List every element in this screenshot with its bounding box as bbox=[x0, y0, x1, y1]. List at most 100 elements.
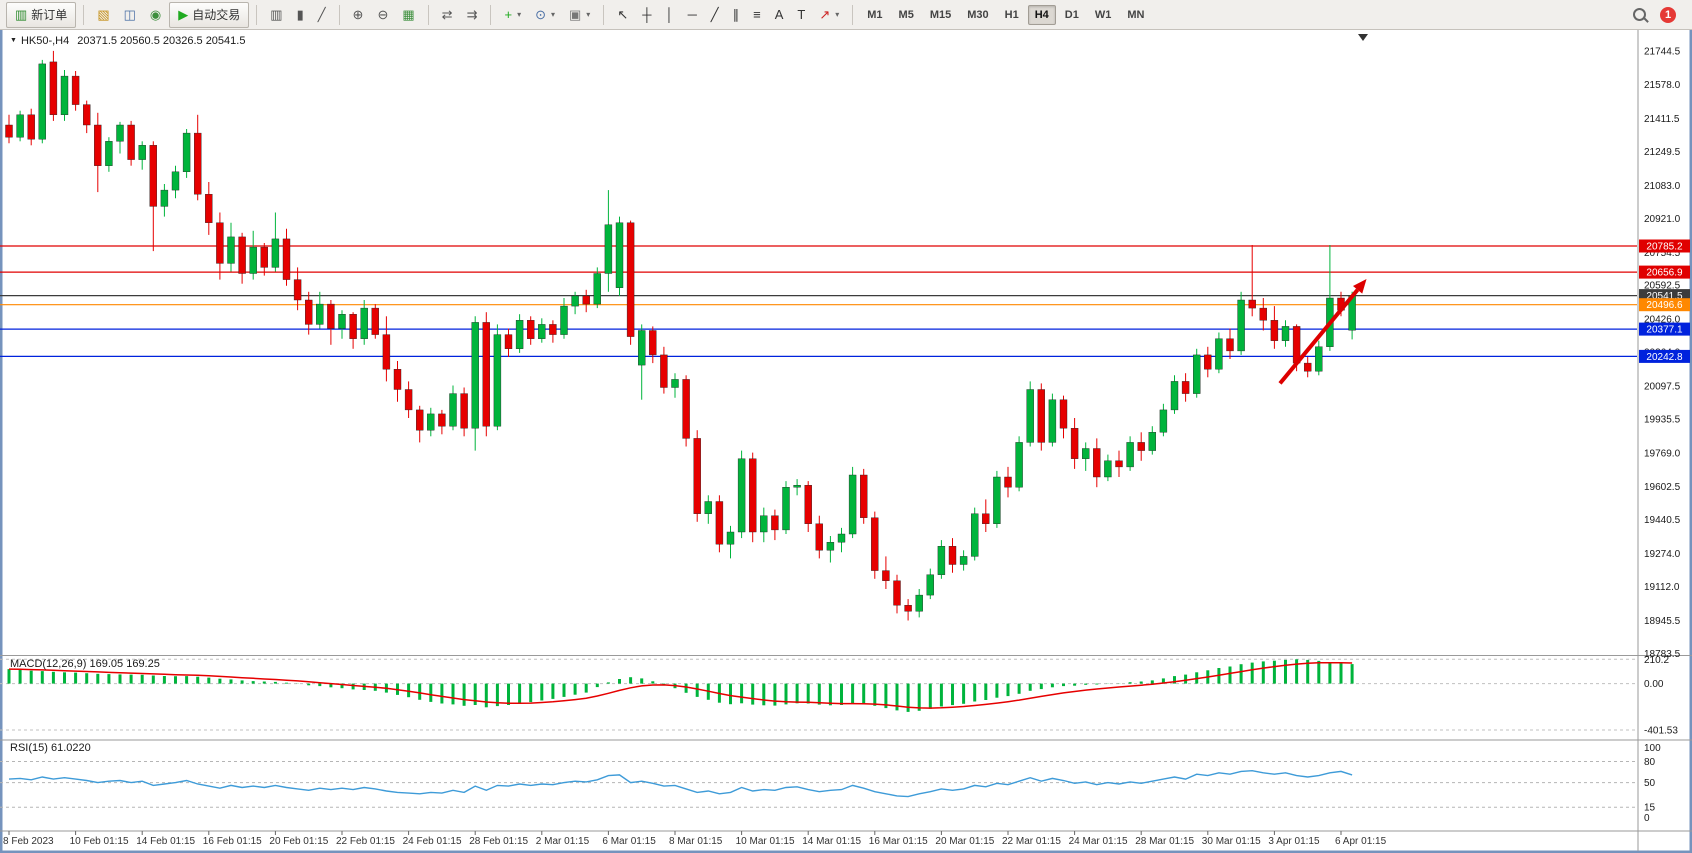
tile-windows-icon: ▦ bbox=[402, 7, 415, 22]
new-order-button[interactable]: ▥ 新订单 bbox=[6, 1, 77, 28]
svg-text:14 Feb 01:15: 14 Feb 01:15 bbox=[136, 836, 195, 847]
svg-text:20377.1: 20377.1 bbox=[1646, 325, 1683, 336]
trendline-button[interactable]: ╱ bbox=[705, 2, 725, 28]
crosshair-icon: ┼ bbox=[642, 7, 652, 22]
arrows-button[interactable]: ↗ ▾ bbox=[813, 2, 845, 28]
cursor-button[interactable]: ↖ bbox=[611, 2, 634, 28]
horizontal-line-button[interactable]: ─ bbox=[682, 2, 703, 28]
toolbar-separator bbox=[852, 4, 854, 25]
svg-text:19274.0: 19274.0 bbox=[1644, 549, 1681, 560]
collapse-icon[interactable]: ▼ bbox=[10, 37, 17, 44]
timeframe-m5[interactable]: M5 bbox=[898, 8, 914, 21]
toolbar-separator bbox=[256, 4, 258, 25]
svg-text:18783.5: 18783.5 bbox=[1644, 649, 1681, 660]
svg-text:20754.5: 20754.5 bbox=[1644, 248, 1681, 259]
profiles-button[interactable]: ◫ bbox=[118, 2, 142, 28]
channel-button[interactable]: ∥ bbox=[727, 2, 746, 28]
chart-shift-button[interactable]: ⇄ bbox=[436, 2, 459, 28]
vertical-line-icon: │ bbox=[665, 7, 674, 22]
fibonacci-button[interactable]: ≡ bbox=[747, 2, 767, 28]
rsi-panel bbox=[0, 761, 1637, 808]
new-chart-button[interactable]: ▧ bbox=[91, 2, 115, 28]
svg-text:3 Apr 01:15: 3 Apr 01:15 bbox=[1268, 836, 1320, 847]
svg-text:20097.5: 20097.5 bbox=[1644, 382, 1681, 393]
svg-text:21083.0: 21083.0 bbox=[1644, 181, 1681, 192]
chart-title: ▼ HK50-,H4 20371.5 20560.5 20326.5 20541.5 bbox=[10, 35, 245, 47]
trend-arrow[interactable] bbox=[1278, 279, 1367, 385]
new-order-icon: ▥ bbox=[15, 7, 28, 22]
label-button[interactable]: T bbox=[791, 2, 811, 28]
candle-chart-button[interactable]: ▮ bbox=[291, 2, 310, 28]
autotrading-button-label: 自动交易 bbox=[192, 8, 241, 22]
sounds-button[interactable]: ◉ bbox=[144, 2, 167, 28]
macd-name: MACD(12,26,9) bbox=[10, 658, 87, 670]
timeframe-m30[interactable]: M30 bbox=[967, 8, 989, 21]
periods-icon: ⊙ bbox=[535, 7, 546, 22]
svg-text:20 Feb 01:15: 20 Feb 01:15 bbox=[269, 836, 328, 847]
svg-text:20656.9: 20656.9 bbox=[1646, 268, 1683, 279]
timeframe-m15[interactable]: M15 bbox=[929, 8, 952, 21]
auto-scroll-button[interactable]: ⇉ bbox=[461, 2, 484, 28]
bar-chart-button[interactable]: ▥ bbox=[264, 2, 288, 28]
timeframe-m1[interactable]: M1 bbox=[867, 8, 883, 21]
svg-text:19769.0: 19769.0 bbox=[1644, 448, 1681, 459]
toolbar-separator bbox=[338, 4, 340, 25]
svg-text:100: 100 bbox=[1644, 743, 1661, 754]
price-axis[interactable]: 21744.5 21578.0 21411.5 21249.5 21083.0 20921… bbox=[1644, 46, 1681, 824]
profiles-icon: ◫ bbox=[123, 7, 136, 22]
toolbar-separator bbox=[603, 4, 605, 25]
timeframe-w1[interactable]: W1 bbox=[1094, 8, 1112, 21]
svg-text:10 Mar 01:15: 10 Mar 01:15 bbox=[736, 836, 795, 847]
svg-text:2 Mar 01:15: 2 Mar 01:15 bbox=[536, 836, 590, 847]
svg-text:210.2: 210.2 bbox=[1644, 655, 1669, 666]
label-icon: T bbox=[797, 7, 806, 22]
timeframe-h1[interactable]: H1 bbox=[1004, 8, 1019, 21]
svg-text:-401.53: -401.53 bbox=[1644, 726, 1678, 737]
timeframe-d1[interactable]: D1 bbox=[1064, 8, 1079, 21]
timeframe-mn[interactable]: MN bbox=[1127, 8, 1145, 21]
candlestick-series bbox=[5, 50, 1356, 621]
crosshair-button[interactable]: ┼ bbox=[636, 2, 657, 28]
zoom-in-button[interactable]: ⊕ bbox=[347, 2, 370, 28]
trendline-icon: ╱ bbox=[710, 7, 719, 22]
search-icon[interactable] bbox=[1633, 8, 1646, 21]
svg-text:30 Mar 01:15: 30 Mar 01:15 bbox=[1202, 836, 1261, 847]
line-chart-button[interactable]: ╱ bbox=[312, 2, 332, 28]
toolbar-buttons: ▥ 新订单 ▧ ◫ ◉ ▶ 自动交易 ▥ ▮ ╱ ⊕ ⊖ ▦ ⇄ ⇉ + ▾ ⊙ ▾ ▣ ▾ ↖ ┼ │ ─ ╱ ∥ ≡ A T ↗ ▾ M1 M… bbox=[6, 1, 1151, 28]
toolbar-separator bbox=[427, 4, 429, 25]
chart-shift-marker[interactable] bbox=[1358, 34, 1368, 41]
svg-text:21578.0: 21578.0 bbox=[1644, 80, 1681, 91]
svg-text:28 Feb 01:15: 28 Feb 01:15 bbox=[469, 836, 528, 847]
macd-signal-line bbox=[8, 661, 1353, 709]
templates-button[interactable]: ▣ ▾ bbox=[563, 2, 596, 28]
svg-text:21249.5: 21249.5 bbox=[1644, 147, 1681, 158]
new-chart-icon: ▧ bbox=[97, 7, 110, 22]
svg-text:19935.5: 19935.5 bbox=[1644, 414, 1681, 425]
autotrading-button[interactable]: ▶ 自动交易 bbox=[169, 1, 250, 28]
zoom-out-button[interactable]: ⊖ bbox=[371, 2, 394, 28]
cursor-icon: ↖ bbox=[617, 7, 629, 22]
periods-button[interactable]: ⊙ ▾ bbox=[529, 2, 561, 28]
time-axis[interactable]: 8 Feb 2023 10 Feb 01:15 14 Feb 01:15 16 Feb… bbox=[3, 831, 1387, 847]
svg-text:22 Mar 01:15: 22 Mar 01:15 bbox=[1002, 836, 1061, 847]
macd-label: MACD(12,26,9) 169.05 169.25 bbox=[10, 658, 160, 670]
svg-text:19440.5: 19440.5 bbox=[1644, 515, 1681, 526]
notification-badge[interactable]: 1 bbox=[1660, 6, 1676, 23]
indicators-icon: + bbox=[504, 7, 513, 22]
indicators-button[interactable]: + ▾ bbox=[498, 2, 527, 28]
svg-text:21744.5: 21744.5 bbox=[1644, 46, 1681, 57]
text-button[interactable]: A bbox=[769, 2, 790, 28]
horizontal-line-icon: ─ bbox=[687, 7, 697, 22]
timeframe-h4[interactable]: H4 bbox=[1027, 4, 1056, 25]
vertical-line-button[interactable]: │ bbox=[659, 2, 679, 28]
tile-windows-button[interactable]: ▦ bbox=[396, 2, 420, 28]
panel-separators[interactable] bbox=[0, 30, 1692, 851]
toolbar: ▥ 新订单 ▧ ◫ ◉ ▶ 自动交易 ▥ ▮ ╱ ⊕ ⊖ ▦ ⇄ ⇉ + ▾ ⊙ ▾ ▣ ▾ ↖ ┼ │ ─ ╱ ∥ ≡ A T ↗ ▾ M1 M… bbox=[0, 0, 1692, 30]
rsi-name: RSI(15) bbox=[10, 742, 48, 754]
text-icon: A bbox=[774, 7, 784, 22]
toolbar-separator bbox=[83, 4, 85, 25]
svg-text:10 Feb 01:15: 10 Feb 01:15 bbox=[70, 836, 129, 847]
svg-text:20426.0: 20426.0 bbox=[1644, 315, 1681, 326]
